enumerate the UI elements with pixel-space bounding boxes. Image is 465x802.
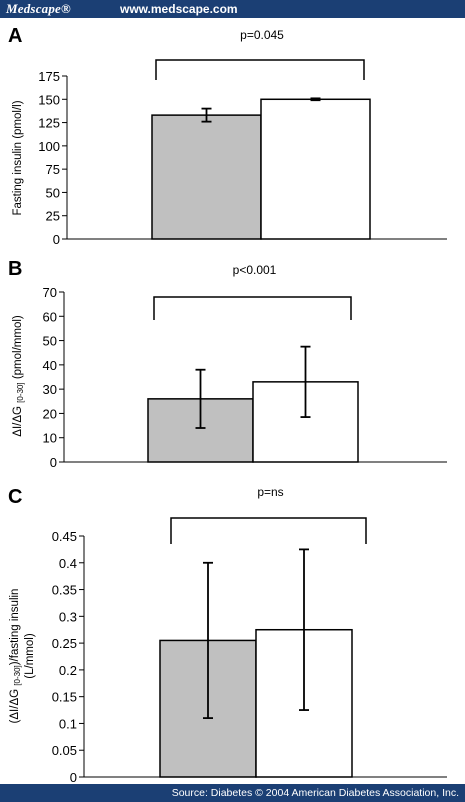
significance-bracket <box>170 517 367 544</box>
y-tick-label: 75 <box>46 162 60 177</box>
p-value-annotation: p<0.001 <box>233 263 277 277</box>
y-axis-label: (ΔI/ΔG [0-30])/fasting insulin <box>9 589 22 724</box>
chart-panel-c: C 0 0.05 0.1 0.15 0.2 0.25 0.3 0.35 0.4 0.45 (ΔI/ΔG… <box>8 485 447 784</box>
error-bar-1 <box>203 561 213 719</box>
p-value-annotation: p=0.045 <box>240 28 284 42</box>
y-tick-label: 0.15 <box>52 690 77 705</box>
error-bar-2 <box>310 97 321 102</box>
error-bar-1 <box>195 368 206 429</box>
y-tick-label: 0.2 <box>59 663 77 678</box>
y-tick-label: 30 <box>43 382 57 397</box>
y-tick-label: 50 <box>43 334 57 349</box>
y-tick-label: 100 <box>38 139 60 154</box>
error-bar-2 <box>299 548 309 711</box>
footer-bar: Source: Diabetes © 2004 American Diabete… <box>0 784 465 802</box>
y-tick-label: 20 <box>43 406 57 421</box>
y-tick-label: 0.45 <box>52 529 77 544</box>
y-axis-label-part: (ΔI/ΔG <box>9 686 21 724</box>
bar-2 <box>260 98 371 240</box>
y-tick-label: 50 <box>46 185 60 200</box>
y-tick-label: 0.4 <box>59 556 77 571</box>
y-tick-label: 150 <box>38 92 60 107</box>
y-axis-label: ΔI/ΔG [0-30] (pmol/mmol) <box>12 315 25 437</box>
header-bar: Medscape® www.medscape.com <box>0 0 465 18</box>
y-tick-label: 175 <box>38 69 60 84</box>
y-tick-label: 0 <box>50 455 57 470</box>
y-tick-label: 0.1 <box>59 716 77 731</box>
y-tick-label: 10 <box>43 431 57 446</box>
y-axis-label-unit: (L/mmol) <box>24 633 36 679</box>
panel-label: B <box>8 258 22 280</box>
error-bar-2 <box>300 345 311 418</box>
significance-bracket <box>153 296 352 320</box>
y-tick-label: 0.3 <box>59 609 77 624</box>
significance-bracket <box>155 59 365 80</box>
error-bar-1 <box>201 107 212 123</box>
y-tick-label: 0.25 <box>52 636 77 651</box>
y-tick-label: 0 <box>53 232 60 247</box>
chart-panel-a: A 0 25 50 75 100 125 150 175 Fasting insulin (pmo… <box>8 25 447 247</box>
y-axis-label-part: [0-30] <box>16 382 25 402</box>
chart-panel-b: B 0 10 20 30 40 50 60 70 ΔI/ΔG [0-30] (pmol/mmol)… <box>8 258 447 470</box>
panel-label: A <box>8 25 22 47</box>
p-value-annotation: p=ns <box>257 485 283 499</box>
panel-label: C <box>8 486 22 508</box>
site-url[interactable]: www.medscape.com <box>120 2 238 16</box>
medscape-logo[interactable]: Medscape® <box>6 1 71 16</box>
y-tick-label: 40 <box>43 358 57 373</box>
y-tick-label: 70 <box>43 285 57 300</box>
y-tick-label: 0.05 <box>52 743 77 758</box>
y-tick-label: 0.35 <box>52 583 77 598</box>
y-axis-label-part: )/fasting insulin <box>9 589 21 666</box>
source-citation: Source: Diabetes © 2004 American Diabete… <box>171 787 459 799</box>
y-axis-label-part: (pmol/mmol) <box>12 315 24 382</box>
y-tick-label: 60 <box>43 309 57 324</box>
y-tick-label: 125 <box>38 116 60 131</box>
y-axis-label-part: [0-30] <box>13 665 22 685</box>
y-axis-label: Fasting insulin (pmol/l) <box>12 100 24 215</box>
y-axis-label-part: ΔI/ΔG <box>12 403 24 437</box>
y-tick-label: 25 <box>46 209 60 224</box>
y-tick-label: 0 <box>70 770 77 784</box>
bar-1 <box>151 114 262 240</box>
